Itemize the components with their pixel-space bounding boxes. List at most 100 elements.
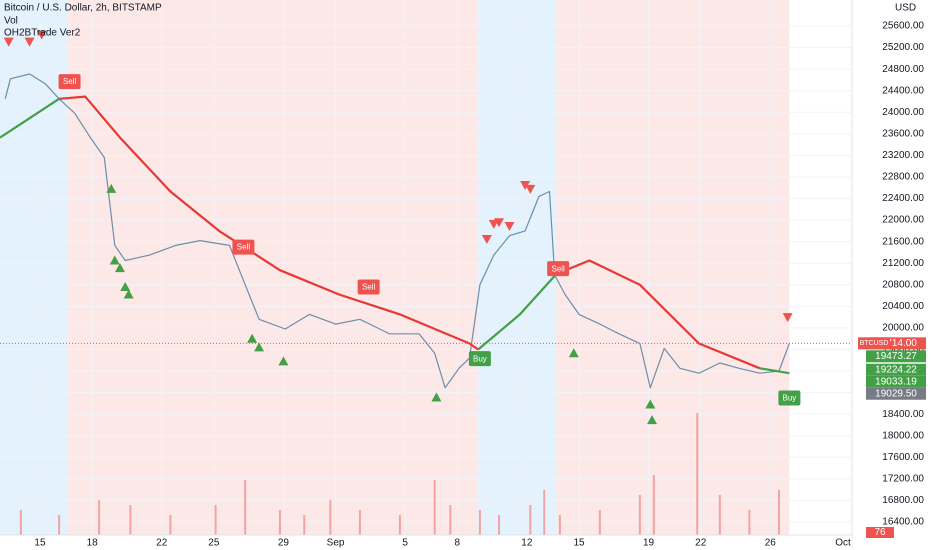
signal-label-box	[468, 351, 491, 367]
signal-label-box	[547, 261, 570, 277]
y-tick-label: 19600.00	[882, 344, 924, 355]
signal-label: Sell	[237, 243, 251, 252]
buy-signal	[431, 392, 442, 402]
price-label: 19033.19	[875, 376, 917, 387]
buy-signal	[647, 415, 658, 425]
volume-bar	[543, 490, 546, 535]
x-tick-label: 15	[34, 538, 46, 549]
x-tick-label: 19	[643, 538, 655, 549]
x-tick-label: 22	[695, 538, 707, 549]
signal-label-box	[778, 390, 801, 406]
signal-label: Sell	[362, 283, 376, 292]
y-tick-label: 22000.00	[882, 215, 924, 226]
price-label: 19473.27	[875, 351, 917, 362]
sell-signal	[504, 222, 515, 232]
volume-bar	[718, 495, 721, 535]
y-tick-label: 21200.00	[882, 258, 924, 269]
price-label-box	[866, 387, 926, 400]
y-tick-label: 23200.00	[882, 150, 924, 161]
symbol-label: BTCUSD	[860, 340, 889, 347]
y-tick-label: 21600.00	[882, 236, 924, 247]
price-label: 19714.00	[875, 338, 917, 349]
y-tick-label: 24000.00	[882, 107, 924, 118]
x-tick-label: 8	[455, 538, 461, 549]
buy-signal	[123, 289, 134, 299]
volume-bar	[498, 515, 501, 535]
x-tick-label: 25	[208, 538, 220, 549]
y-tick-label: 24400.00	[882, 85, 924, 96]
currency-label: USD	[895, 3, 916, 14]
volume-bar	[19, 510, 22, 535]
volume-bar	[398, 515, 401, 535]
zone	[478, 0, 557, 535]
y-tick-label: 22800.00	[882, 172, 924, 183]
volume-bar	[214, 505, 217, 535]
volume-bar	[478, 510, 481, 535]
y-tick-label: 16400.00	[882, 517, 924, 528]
volume-bar	[169, 515, 172, 535]
y-tick-label: 17200.00	[882, 474, 924, 485]
y-tick-label: 24800.00	[882, 64, 924, 75]
indicator-label: Vol	[4, 16, 18, 27]
signal-label: Buy	[473, 354, 487, 363]
volume-bar	[98, 500, 101, 535]
chart-title: Bitcoin / U.S. Dollar, 2h, BITSTAMP	[4, 3, 162, 14]
price-axis	[852, 0, 932, 550]
volume-bar	[329, 500, 332, 535]
volume-bar	[244, 480, 247, 535]
y-tick-label: 20800.00	[882, 279, 924, 290]
buy-signal	[106, 183, 117, 193]
price-line	[4, 73, 790, 389]
symbol-box	[858, 337, 890, 350]
sell-signal	[782, 313, 793, 323]
y-tick-label: 20400.00	[882, 301, 924, 312]
y-tick-label: 23600.00	[882, 128, 924, 139]
signal-label-box	[232, 239, 255, 255]
y-tick-label: 22400.00	[882, 193, 924, 204]
volume-bar	[358, 510, 361, 535]
x-tick-label: 18	[87, 538, 99, 549]
sell-signal	[525, 184, 536, 194]
signal-label: Buy	[783, 394, 797, 403]
buy-signal	[254, 342, 265, 352]
price-label-box	[866, 350, 926, 363]
moving-average	[0, 97, 790, 375]
zone	[556, 0, 790, 535]
sell-signal	[520, 181, 531, 191]
sell-signal	[481, 234, 492, 244]
volume-label-box	[866, 527, 894, 538]
buy-signal	[114, 263, 125, 273]
buy-signal	[568, 348, 579, 358]
volume-bar	[529, 505, 532, 535]
sell-signal	[494, 218, 505, 228]
x-tick-label: Oct	[835, 538, 851, 549]
volume-bar	[449, 505, 452, 535]
time-axis	[0, 535, 852, 550]
price-label: 19224.22	[875, 364, 917, 375]
volume-bar	[303, 515, 306, 535]
y-tick-label: 25200.00	[882, 42, 924, 53]
price-label-box	[866, 363, 926, 376]
y-tick-label: 18400.00	[882, 409, 924, 420]
y-tick-label: 20000.00	[882, 323, 924, 334]
buy-signal	[109, 255, 120, 265]
volume-bar	[558, 515, 561, 535]
y-tick-label: 16800.00	[882, 495, 924, 506]
price-label: 19029.50	[875, 388, 917, 399]
y-tick-label: 17600.00	[882, 452, 924, 463]
x-tick-label: 12	[521, 538, 533, 549]
zone	[0, 0, 68, 535]
price-label-box	[866, 375, 926, 388]
sell-signal	[36, 30, 47, 40]
volume-bar	[598, 510, 601, 535]
volume-bar	[129, 505, 132, 535]
x-tick-label: 22	[156, 538, 168, 549]
zone	[67, 0, 479, 535]
x-tick-label: 29	[278, 538, 290, 549]
volume-label: 76	[874, 527, 886, 538]
x-tick-label: Sep	[327, 538, 345, 549]
volume-bar	[278, 510, 281, 535]
volume-bar	[696, 413, 699, 535]
